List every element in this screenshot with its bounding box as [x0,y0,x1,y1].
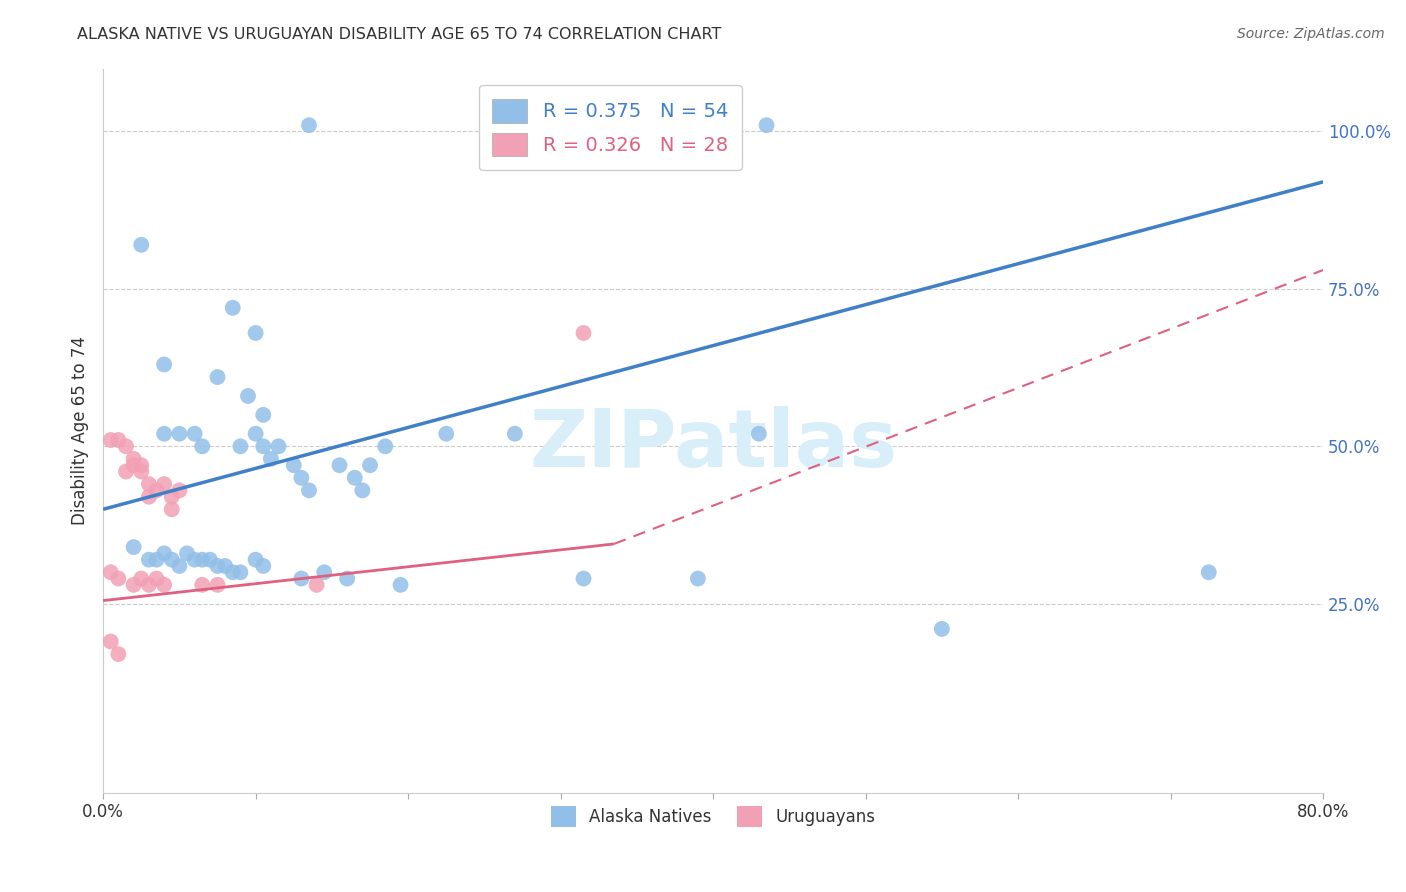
Point [115,465,138,479]
Point [191,439,214,453]
Point [153,426,176,441]
Point [252,558,274,573]
Point [434,426,457,441]
Point [236,389,259,403]
Point [145,572,167,586]
Point [129,465,152,479]
Point [245,552,267,566]
Point [122,578,145,592]
Point [145,552,167,566]
Point [290,471,312,485]
Point [115,439,138,453]
Point [686,572,709,586]
Point [138,578,160,592]
Point [298,483,321,498]
Point [931,622,953,636]
Point [336,572,359,586]
Legend: Alaska Natives, Uruguayans: Alaska Natives, Uruguayans [543,798,883,835]
Point [374,439,396,453]
Point [260,451,283,466]
Point [100,433,122,447]
Point [191,552,214,566]
Point [183,426,205,441]
Point [145,483,167,498]
Point [138,490,160,504]
Point [183,552,205,566]
Point [252,408,274,422]
Point [153,358,176,372]
Point [1198,566,1220,580]
Point [160,502,183,516]
Point [160,490,183,504]
Point [222,566,245,580]
Point [191,578,214,592]
Point [207,578,229,592]
Point [267,439,290,453]
Point [214,558,236,573]
Point [169,426,191,441]
Point [572,326,595,340]
Point [755,118,778,132]
Point [122,458,145,473]
Point [229,439,252,453]
Point [283,458,305,473]
Point [222,301,245,315]
Point [503,426,526,441]
Point [352,483,374,498]
Text: ZIPatlas: ZIPatlas [529,406,897,484]
Point [107,647,129,661]
Point [100,634,122,648]
Point [153,578,176,592]
Point [107,433,129,447]
Point [359,458,381,473]
Point [138,552,160,566]
Point [290,572,312,586]
Point [245,426,267,441]
Point [122,540,145,554]
Point [198,552,221,566]
Point [129,572,152,586]
Point [176,546,198,560]
Point [207,558,229,573]
Point [107,572,129,586]
Text: ALASKA NATIVE VS URUGUAYAN DISABILITY AGE 65 TO 74 CORRELATION CHART: ALASKA NATIVE VS URUGUAYAN DISABILITY AG… [77,27,721,42]
Point [389,578,412,592]
Point [153,477,176,491]
Point [138,477,160,491]
Point [207,370,229,384]
Y-axis label: Disability Age 65 to 74: Disability Age 65 to 74 [72,336,89,525]
Point [343,471,366,485]
Text: Source: ZipAtlas.com: Source: ZipAtlas.com [1237,27,1385,41]
Point [169,558,191,573]
Point [129,458,152,473]
Point [298,118,321,132]
Point [245,326,267,340]
Point [519,118,541,132]
Point [229,566,252,580]
Point [122,451,145,466]
Point [100,566,122,580]
Point [129,237,152,252]
Point [572,572,595,586]
Point [160,552,183,566]
Point [252,439,274,453]
Point [328,458,350,473]
Point [153,546,176,560]
Point [169,483,191,498]
Point [305,578,328,592]
Point [314,566,336,580]
Point [748,426,770,441]
